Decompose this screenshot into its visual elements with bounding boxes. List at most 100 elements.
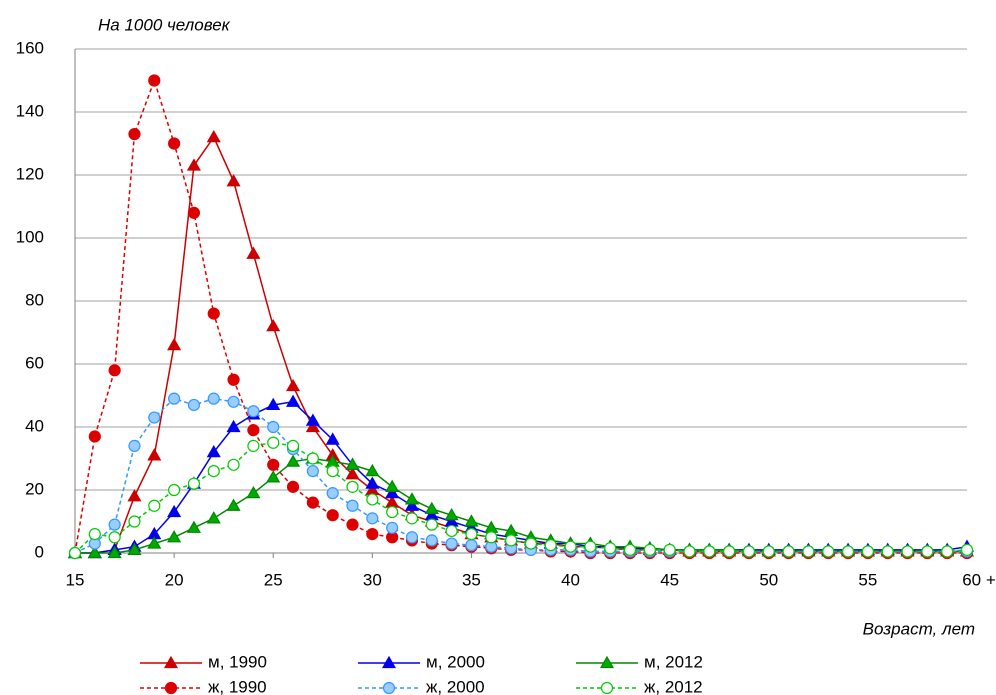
data-point <box>445 537 458 550</box>
data-point <box>305 413 320 426</box>
data-point <box>386 505 399 519</box>
data-point <box>960 543 974 556</box>
y-tick-label: 0 <box>35 542 44 561</box>
data-point <box>108 531 121 544</box>
data-point <box>247 439 260 452</box>
legend-marker <box>382 681 396 695</box>
data-point <box>227 395 240 408</box>
data-point <box>187 398 201 412</box>
data-point <box>246 246 261 259</box>
data-point <box>226 174 241 187</box>
data-point <box>247 405 260 418</box>
data-point <box>425 534 438 547</box>
data-point <box>187 477 201 490</box>
data-point <box>365 463 380 477</box>
data-point <box>87 545 102 559</box>
y-tick-label: 80 <box>25 290 44 309</box>
data-point <box>683 545 696 558</box>
data-point <box>465 527 478 541</box>
data-point <box>88 430 101 443</box>
data-point <box>246 485 261 499</box>
data-point <box>366 512 379 525</box>
data-point <box>247 424 260 437</box>
data-point <box>524 537 538 550</box>
data-point <box>385 479 400 492</box>
x-tick-label: 15 <box>66 570 85 589</box>
y-axis-title: На 1000 человек <box>98 15 231 34</box>
data-point <box>326 465 339 478</box>
data-point <box>504 534 518 547</box>
x-tick-label: 20 <box>165 570 184 589</box>
data-point <box>921 545 934 558</box>
data-point <box>345 467 360 480</box>
series-line <box>75 401 968 554</box>
data-point <box>267 420 280 434</box>
legend-label: м, 1990 <box>208 652 267 671</box>
data-point <box>584 540 597 553</box>
data-point <box>167 504 182 518</box>
legend-marker <box>164 681 178 695</box>
data-point <box>168 137 181 150</box>
data-point <box>405 531 419 544</box>
data-point <box>306 496 319 509</box>
data-point <box>127 489 142 502</box>
data-point <box>206 129 221 143</box>
data-point <box>128 515 141 528</box>
data-point <box>128 439 141 452</box>
legend-marker <box>599 655 615 669</box>
data-point <box>404 492 420 505</box>
data-point <box>226 419 241 433</box>
data-point <box>901 545 914 558</box>
data-point <box>822 545 835 558</box>
data-point <box>168 392 181 405</box>
y-tick-label: 160 <box>16 38 44 57</box>
series-line <box>74 441 968 554</box>
series-line <box>74 397 967 554</box>
data-point <box>227 373 240 386</box>
data-point <box>148 411 161 424</box>
data-point <box>186 520 201 533</box>
data-point <box>206 511 221 524</box>
data-point <box>564 540 577 553</box>
x-tick-label: 50 <box>759 570 778 589</box>
legend-label: ж, 2000 <box>426 677 485 695</box>
legend-marker <box>600 681 614 695</box>
data-point <box>266 470 281 483</box>
data-point <box>127 542 142 555</box>
legend-label: м, 2012 <box>644 652 703 671</box>
data-point <box>148 499 161 512</box>
data-point <box>385 485 400 499</box>
legend-marker <box>381 655 397 669</box>
data-point <box>465 539 478 552</box>
data-point <box>286 394 301 407</box>
series-line <box>74 78 967 554</box>
data-point <box>345 457 360 470</box>
legend-label: ж, 2012 <box>644 677 703 695</box>
data-point <box>167 530 182 543</box>
data-point <box>841 545 855 558</box>
data-point <box>107 545 122 559</box>
data-point <box>941 545 954 558</box>
data-point <box>346 518 359 531</box>
series-line <box>75 135 967 554</box>
data-point <box>544 539 557 552</box>
legend-marker <box>163 655 179 669</box>
data-point <box>286 454 301 467</box>
data-point <box>207 307 220 320</box>
data-point <box>346 499 359 512</box>
data-point <box>366 493 379 506</box>
data-point <box>187 206 201 219</box>
data-point <box>404 498 420 511</box>
data-point <box>386 521 399 534</box>
data-point <box>267 436 280 449</box>
data-point <box>108 364 121 377</box>
data-point <box>623 543 637 556</box>
legend-label: м, 2000 <box>426 652 485 671</box>
data-point <box>445 524 458 538</box>
data-point <box>782 545 795 558</box>
data-point <box>206 444 221 458</box>
data-point <box>464 514 479 527</box>
data-point <box>346 480 359 493</box>
x-tick-label: 30 <box>363 570 382 589</box>
